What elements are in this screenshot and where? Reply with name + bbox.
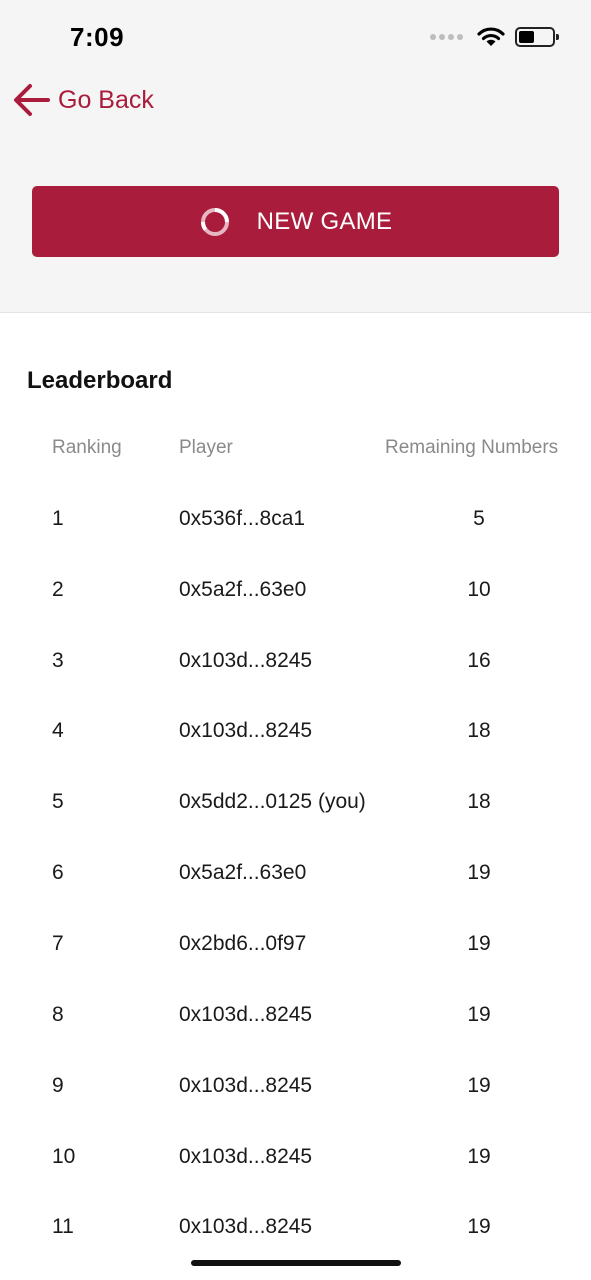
remaining-cell: 10: [467, 578, 491, 601]
remaining-cell: 18: [467, 790, 491, 813]
battery-icon: [515, 27, 559, 47]
player-cell: 0x103d...8245: [179, 719, 313, 742]
table-row: 6 0x5a2f...63e0 19: [0, 838, 591, 908]
rank-cell: 3: [52, 649, 64, 672]
player-cell: 0x5dd2...0125 (you): [179, 790, 366, 813]
loading-spinner-icon: [200, 207, 229, 236]
home-indicator[interactable]: [191, 1260, 401, 1266]
top-area: 7:09 Go Back NEW GAME: [0, 0, 591, 313]
rank-cell: 9: [52, 1074, 64, 1097]
table-row: 8 0x103d...8245 19: [0, 980, 591, 1050]
column-header-remaining-numbers: Remaining Numbers: [385, 437, 559, 458]
table-row: 7 0x2bd6...0f97 19: [0, 909, 591, 979]
table-row: 1 0x536f...8ca1 5: [0, 484, 591, 554]
rank-cell: 5: [52, 790, 64, 813]
column-header-player: Player: [179, 437, 233, 458]
remaining-cell: 19: [467, 932, 491, 955]
leaderboard-title: Leaderboard: [27, 367, 173, 394]
remaining-cell: 19: [467, 1074, 491, 1097]
rank-cell: 7: [52, 932, 64, 955]
new-game-button[interactable]: NEW GAME: [32, 186, 559, 257]
new-game-label: NEW GAME: [256, 207, 393, 235]
rank-cell: 4: [52, 719, 64, 742]
player-cell: 0x5a2f...63e0: [179, 578, 307, 601]
remaining-cell: 19: [467, 1003, 491, 1026]
rank-cell: 10: [52, 1145, 76, 1168]
column-header-ranking: Ranking: [52, 437, 122, 458]
player-cell: 0x103d...8245: [179, 1003, 313, 1026]
table-row: 4 0x103d...8245 18: [0, 696, 591, 766]
table-row: 3 0x103d...8245 16: [0, 626, 591, 696]
go-back-button[interactable]: Go Back: [12, 82, 154, 118]
rank-cell: 2: [52, 578, 64, 601]
remaining-cell: 19: [467, 861, 491, 884]
remaining-cell: 19: [467, 1145, 491, 1168]
table-row: 9 0x103d...8245 19: [0, 1051, 591, 1121]
wifi-icon: [477, 27, 505, 46]
table-row: 11 0x103d...8245 19: [0, 1192, 591, 1262]
table-row: 10 0x103d...8245 19: [0, 1122, 591, 1192]
player-cell: 0x103d...8245: [179, 1215, 313, 1238]
remaining-cell: 18: [467, 719, 491, 742]
table-row: 5 0x5dd2...0125 (you) 18: [0, 767, 591, 837]
rank-cell: 6: [52, 861, 64, 884]
status-icons: [430, 26, 559, 48]
table-row: 2 0x5a2f...63e0 10: [0, 555, 591, 625]
player-cell: 0x2bd6...0f97: [179, 932, 307, 955]
signal-dots-icon: [430, 34, 463, 40]
remaining-cell: 16: [467, 649, 491, 672]
player-cell: 0x103d...8245: [179, 1074, 313, 1097]
player-cell: 0x103d...8245: [179, 1145, 313, 1168]
remaining-cell: 19: [467, 1215, 491, 1238]
rank-cell: 1: [52, 507, 64, 530]
player-cell: 0x5a2f...63e0: [179, 861, 307, 884]
player-cell: 0x536f...8ca1: [179, 507, 306, 530]
remaining-cell: 5: [473, 507, 485, 530]
arrow-left-icon: [14, 84, 50, 116]
go-back-label: Go Back: [58, 85, 154, 114]
rank-cell: 11: [52, 1215, 74, 1238]
player-cell: 0x103d...8245: [179, 649, 313, 672]
status-time: 7:09: [70, 22, 125, 52]
rank-cell: 8: [52, 1003, 64, 1026]
